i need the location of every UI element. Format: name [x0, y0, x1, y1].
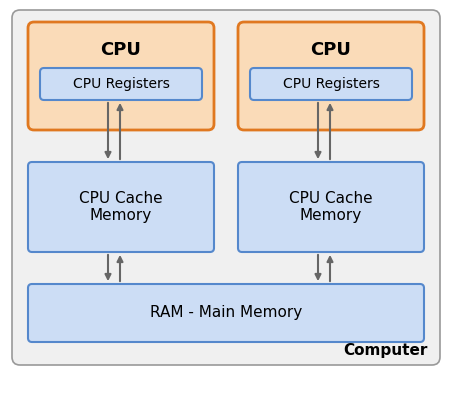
Text: CPU Registers: CPU Registers	[73, 77, 169, 91]
FancyBboxPatch shape	[28, 162, 213, 252]
FancyBboxPatch shape	[238, 162, 423, 252]
Text: CPU Cache
Memory: CPU Cache Memory	[79, 191, 162, 223]
Text: CPU Registers: CPU Registers	[282, 77, 378, 91]
FancyBboxPatch shape	[28, 284, 423, 342]
FancyBboxPatch shape	[40, 68, 202, 100]
FancyBboxPatch shape	[249, 68, 411, 100]
Text: Computer: Computer	[343, 343, 427, 358]
Text: CPU: CPU	[100, 41, 141, 59]
FancyBboxPatch shape	[28, 22, 213, 130]
Text: CPU: CPU	[310, 41, 351, 59]
FancyBboxPatch shape	[12, 10, 439, 365]
Text: CPU Cache
Memory: CPU Cache Memory	[289, 191, 372, 223]
FancyBboxPatch shape	[238, 22, 423, 130]
Text: RAM - Main Memory: RAM - Main Memory	[150, 306, 301, 320]
